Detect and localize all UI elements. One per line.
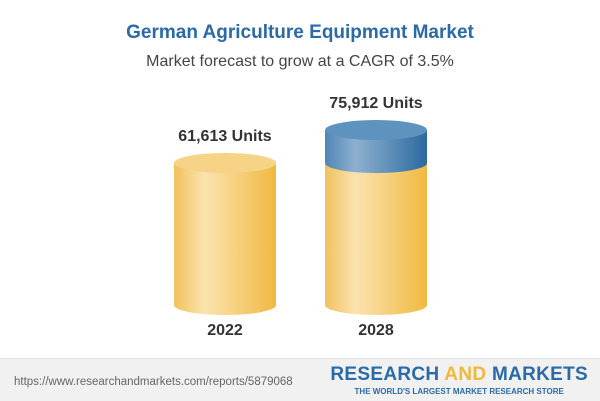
report-url[interactable]: https://www.researchandmarkets.com/repor… bbox=[14, 376, 293, 388]
data-label: 61,613 Units bbox=[178, 128, 271, 145]
category-label: 2028 bbox=[358, 322, 394, 339]
data-label: 75,912 Units bbox=[329, 95, 422, 112]
cylinder-bar-2028 bbox=[325, 163, 427, 315]
brand-logo: RESEARCH AND MARKETS THE WORLD'S LARGEST… bbox=[330, 364, 588, 396]
cylinder-top bbox=[325, 120, 427, 141]
growth-segment bbox=[325, 130, 427, 173]
brand-tagline: THE WORLD'S LARGEST MARKET RESEARCH STOR… bbox=[354, 387, 564, 396]
footer: https://www.researchandmarkets.com/repor… bbox=[0, 358, 600, 401]
cylinder-bar-2022 bbox=[174, 163, 276, 315]
chart-subtitle: Market forecast to grow at a CAGR of 3.5… bbox=[146, 53, 454, 70]
cylinder-top bbox=[174, 153, 276, 173]
chart-title: German Agriculture Equipment Market bbox=[126, 22, 474, 43]
chart-area: 61,613 Units 2022 75,912 Units 2028 bbox=[174, 95, 427, 339]
category-label: 2022 bbox=[207, 322, 243, 339]
